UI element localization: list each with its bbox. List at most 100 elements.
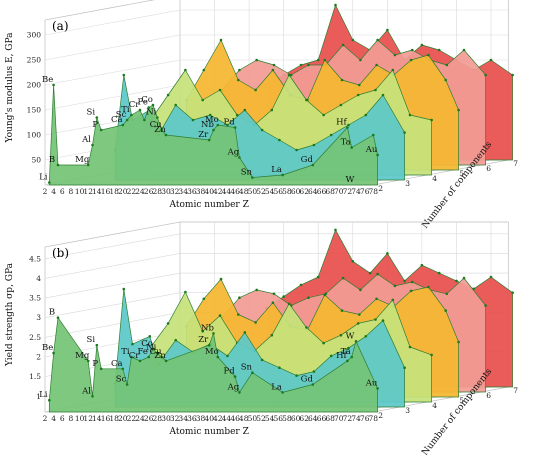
- data-point: [147, 106, 150, 109]
- x-tick-label: 72: [343, 414, 353, 423]
- data-point: [212, 128, 215, 132]
- data-point: [91, 395, 94, 398]
- x-tick-label: 44: [222, 414, 232, 423]
- data-point: [323, 293, 327, 297]
- x-tick-label: 60: [291, 187, 301, 196]
- x-tick-label: 14: [92, 414, 102, 423]
- point-label: Gd: [301, 375, 314, 385]
- point-label: Sn: [241, 168, 253, 178]
- point-label: Be: [42, 343, 53, 353]
- data-point: [238, 296, 241, 300]
- series-area: [48, 84, 378, 186]
- x-tick-label: 78: [369, 187, 379, 196]
- data-point: [462, 48, 466, 52]
- z-tick-label: 3: [405, 406, 410, 415]
- point-label: Be: [42, 75, 53, 85]
- data-point: [359, 288, 362, 292]
- z-tick-label: 6: [486, 164, 491, 173]
- x-tick-label: 12: [83, 187, 93, 196]
- data-point: [255, 288, 258, 292]
- data-point: [238, 391, 241, 394]
- data-point: [191, 118, 195, 122]
- y-axis-label: Young's modulus E, GPa: [5, 32, 15, 144]
- data-point: [271, 301, 275, 305]
- data-point: [511, 73, 514, 77]
- point-label: Fe: [137, 347, 147, 357]
- data-point: [56, 316, 60, 320]
- data-point: [260, 128, 264, 132]
- data-point: [121, 367, 125, 371]
- data-point: [52, 83, 55, 87]
- data-point: [430, 353, 433, 357]
- x-tick-label: 56: [274, 187, 284, 196]
- data-point: [271, 68, 275, 72]
- data-point: [156, 351, 159, 355]
- y-tick-label: 4: [36, 274, 41, 283]
- data-point: [364, 335, 368, 338]
- x-tick-label: 74: [351, 414, 361, 423]
- point-label: Ca: [111, 115, 123, 125]
- data-point: [393, 284, 397, 288]
- data-point: [339, 333, 343, 337]
- data-point: [393, 53, 397, 57]
- point-label: Ti: [121, 347, 130, 357]
- x-axis-label: Atomic number Z: [169, 427, 249, 437]
- data-point: [376, 38, 379, 42]
- point-label: Mo: [205, 115, 219, 125]
- data-point: [364, 113, 368, 117]
- point-label: Ag: [227, 148, 240, 158]
- data-point: [281, 173, 284, 177]
- data-point: [354, 340, 358, 343]
- data-point: [457, 340, 460, 344]
- x-tick-label: 20: [118, 414, 128, 423]
- x-tick-label: 46: [230, 187, 240, 196]
- data-point: [334, 3, 337, 7]
- data-point: [427, 285, 430, 289]
- data-point: [462, 276, 466, 280]
- data-point: [316, 58, 320, 62]
- data-point: [346, 359, 349, 363]
- x-tick-label: 28: [153, 187, 163, 196]
- point-label: Al: [81, 386, 91, 396]
- data-point: [403, 279, 406, 283]
- data-point: [166, 93, 170, 97]
- data-point: [270, 333, 274, 337]
- x-tick-label: 58: [282, 414, 292, 423]
- data-point: [122, 73, 126, 77]
- data-point: [341, 276, 345, 280]
- x-tick-label: 28: [153, 414, 163, 423]
- point-label: Mo: [205, 347, 219, 357]
- data-point: [356, 322, 360, 325]
- data-point: [381, 93, 385, 97]
- x-tick-label: 8: [69, 414, 74, 423]
- data-point: [287, 73, 291, 77]
- data-point: [86, 359, 90, 363]
- point-label: Al: [81, 135, 91, 145]
- x-tick-label: 58: [282, 187, 292, 196]
- data-point: [216, 123, 220, 127]
- x-tick-label: 48: [239, 414, 249, 423]
- point-label: Sn: [241, 363, 253, 373]
- data-point: [386, 252, 389, 255]
- data-point: [164, 359, 168, 363]
- point-label: B: [49, 155, 55, 165]
- x-tick-label: 20: [118, 187, 128, 196]
- y-tick-label: 3: [36, 313, 41, 322]
- data-point: [376, 153, 379, 157]
- data-point: [52, 351, 55, 355]
- x-tick-label: 14: [92, 187, 102, 196]
- x-tick-label: 10: [75, 414, 85, 423]
- data-point: [219, 277, 223, 281]
- x-tick-label: 54: [265, 187, 275, 196]
- data-point: [289, 73, 293, 77]
- data-point: [403, 131, 406, 134]
- y-tick-label: 1: [36, 392, 41, 401]
- data-point: [350, 355, 354, 359]
- data-point: [437, 48, 441, 52]
- x-tick-label: 26: [144, 414, 154, 423]
- point-label: Mg: [75, 351, 90, 361]
- data-point: [207, 138, 211, 142]
- x-tick-label: 72: [343, 187, 353, 196]
- data-point: [307, 63, 310, 67]
- data-point: [334, 228, 337, 232]
